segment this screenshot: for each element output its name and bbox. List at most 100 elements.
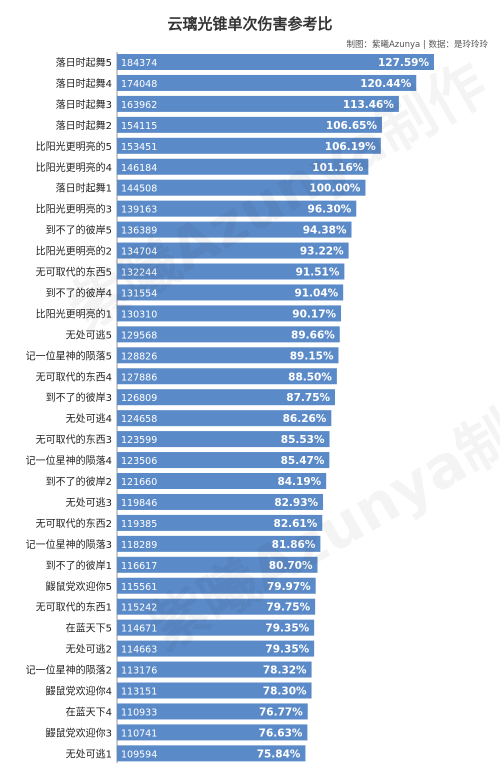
bar-value-label: 124658 [121, 414, 157, 425]
bar-value-label: 119385 [121, 519, 157, 530]
category-label: 到不了的彼岸2 [46, 475, 112, 488]
category-label: 无可取代的东西4 [36, 370, 112, 383]
bar [117, 640, 315, 657]
bar [117, 577, 316, 594]
bar-value-label: 110741 [121, 728, 157, 739]
bar-percent-label: 78.32% [263, 665, 307, 677]
category-label: 无可取代的东西3 [36, 433, 112, 446]
bar [117, 368, 337, 385]
category-label: 鼹鼠党欢迎你3 [46, 726, 112, 739]
bar-percent-label: 82.61% [274, 518, 318, 530]
bar-value-label: 118289 [121, 540, 157, 551]
bar-percent-label: 75.84% [257, 748, 301, 760]
category-label: 无处可逃1 [66, 747, 112, 760]
bar-value-label: 131554 [121, 288, 157, 299]
bar [117, 598, 316, 615]
bar-value-label: 114671 [121, 624, 157, 635]
bar-percent-label: 79.35% [265, 623, 309, 635]
category-label: 比阳光更明亮的2 [36, 245, 112, 258]
category-label: 记一位星神的陨落5 [26, 349, 112, 362]
category-label: 到不了的彼岸1 [46, 559, 112, 572]
bar-percent-label: 76.77% [259, 706, 303, 718]
category-label: 记一位星神的陨落4 [26, 454, 112, 467]
bar-value-label: 115242 [121, 603, 157, 614]
bar-percent-label: 94.38% [303, 225, 347, 237]
bar-percent-label: 106.19% [325, 141, 377, 153]
bar [117, 724, 308, 741]
chart-credit: 制图：紫曦Azunya | 数据：是玲玲玲 [346, 40, 488, 50]
bar-value-label: 127886 [121, 372, 157, 383]
bar-percent-label: 89.66% [291, 329, 335, 341]
bar-percent-label: 84.19% [277, 476, 321, 488]
bar [117, 389, 336, 406]
bar-percent-label: 90.17% [292, 308, 336, 320]
bar-value-label: 154115 [121, 121, 157, 132]
bar-percent-label: 87.75% [286, 392, 330, 404]
bar-value-label: 129568 [121, 330, 157, 341]
category-label: 无处可逃4 [66, 412, 112, 425]
bar [117, 703, 308, 720]
bar [117, 54, 434, 70]
category-label: 无可取代的东西1 [36, 601, 112, 614]
bar-percent-label: 79.35% [265, 644, 309, 656]
bar [117, 284, 344, 301]
bar [117, 535, 321, 552]
bar [117, 326, 340, 343]
bar [117, 95, 399, 112]
bar-value-label: 114663 [121, 645, 157, 656]
bar [117, 619, 315, 636]
bar [117, 452, 330, 469]
category-label: 落日时起舞1 [56, 183, 112, 195]
bar-value-label: 110933 [121, 707, 157, 718]
category-label: 落日时起舞2 [56, 120, 112, 132]
bar-value-label: 121660 [121, 477, 157, 488]
category-label: 到不了的彼岸5 [46, 224, 112, 237]
category-label: 比阳光更明亮的4 [36, 161, 112, 174]
bar [117, 431, 330, 448]
category-label: 记一位星神的陨落3 [26, 538, 112, 551]
bar [117, 347, 339, 364]
bar-value-label: 113151 [121, 687, 157, 698]
bar-percent-label: 106.65% [326, 120, 378, 132]
bar-percent-label: 101.16% [312, 162, 364, 174]
category-label: 在蓝天下5 [66, 623, 112, 635]
category-label: 无可取代的东西5 [36, 266, 112, 279]
bar [117, 158, 369, 175]
bar-value-label: 126809 [121, 393, 157, 404]
bar-value-label: 128826 [121, 351, 157, 362]
bar-percent-label: 88.50% [288, 371, 332, 383]
bar-percent-label: 89.15% [290, 350, 334, 362]
bar-percent-label: 120.44% [360, 78, 412, 90]
bar [117, 682, 312, 699]
category-label: 无可取代的东西2 [36, 517, 112, 530]
bar [117, 179, 366, 196]
category-label: 比阳光更明亮的5 [36, 140, 112, 153]
bar-value-label: 134704 [121, 247, 157, 258]
bar [117, 242, 349, 259]
bar-value-label: 144508 [121, 184, 157, 195]
bar-percent-label: 86.26% [283, 413, 327, 425]
bar-value-label: 132244 [121, 268, 157, 279]
bar-value-label: 139163 [121, 205, 157, 216]
bar-percent-label: 80.70% [269, 560, 313, 572]
bar-value-label: 136389 [121, 226, 157, 237]
bar-percent-label: 96.30% [308, 204, 352, 216]
bar-value-label: 146184 [121, 163, 157, 174]
category-label: 落日时起舞3 [56, 99, 112, 111]
bar [117, 116, 382, 133]
bar-value-label: 119846 [121, 498, 157, 509]
bar-value-label: 123599 [121, 435, 157, 446]
bar-percent-label: 78.30% [263, 686, 307, 698]
category-label: 在蓝天下4 [66, 706, 112, 718]
bar [117, 200, 357, 217]
category-label: 落日时起舞4 [56, 78, 112, 90]
category-label: 到不了的彼岸3 [46, 391, 112, 404]
bar-value-label: 153451 [121, 142, 157, 153]
category-label: 无处可逃5 [66, 328, 112, 341]
category-label: 无处可逃3 [66, 496, 112, 509]
bar [117, 74, 417, 91]
bar [117, 661, 312, 678]
bar [117, 556, 318, 573]
bar-value-label: 174048 [121, 79, 157, 90]
